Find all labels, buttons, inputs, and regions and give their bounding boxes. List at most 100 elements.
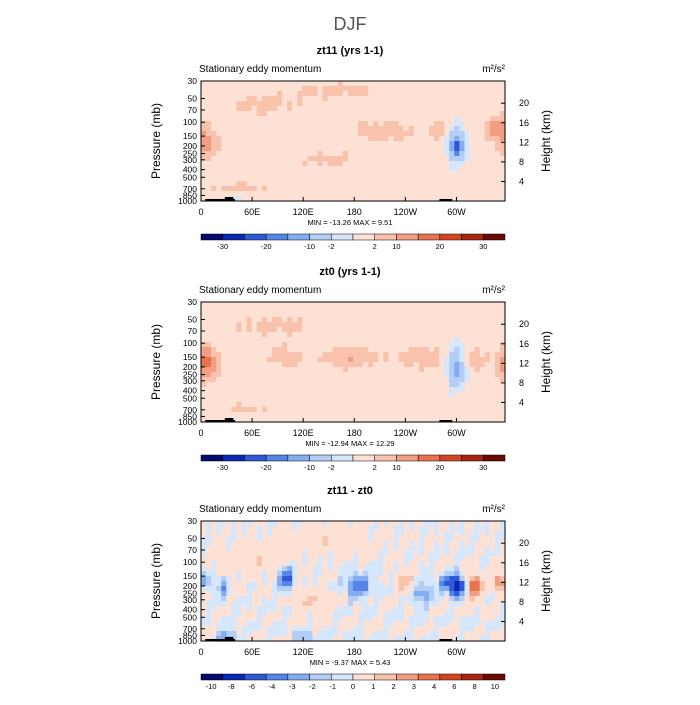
heatmap-cell — [287, 96, 293, 102]
heatmap-cell — [403, 181, 410, 187]
heatmap-cell — [322, 352, 329, 358]
heatmap-cell — [469, 126, 476, 132]
heatmap-cell — [277, 531, 283, 537]
heatmap-cell — [444, 551, 450, 557]
heatmap-cell — [439, 161, 445, 167]
heatmap-cell — [423, 372, 430, 378]
heatmap-cell — [434, 616, 440, 622]
heatmap-cell — [201, 126, 207, 132]
heatmap-cell — [206, 131, 212, 137]
heatmap-cell — [256, 586, 263, 592]
heatmap-cell — [358, 332, 364, 338]
heatmap-cell — [246, 347, 253, 353]
heatmap-cell — [201, 131, 207, 137]
heatmap-cell — [434, 362, 440, 368]
heatmap-cell — [221, 106, 227, 112]
heatmap-cell — [337, 81, 344, 87]
heatmap-cell — [408, 332, 415, 338]
heatmap-cell — [429, 151, 435, 157]
heatmap-cell — [282, 312, 288, 318]
heatmap-cell — [251, 317, 258, 323]
heatmap-cell — [246, 337, 253, 343]
heatmap-cell — [241, 621, 248, 627]
heatmap-cell — [277, 631, 283, 637]
heatmap-cell — [368, 86, 374, 92]
heatmap-cell — [221, 126, 227, 132]
heatmap-cell — [277, 337, 283, 343]
heatmap-cell — [297, 322, 303, 328]
heatmap-cell — [408, 362, 415, 368]
heatmap-cell — [499, 176, 506, 182]
heatmap-cell — [358, 536, 364, 542]
heatmap-cell — [368, 636, 374, 642]
heatmap-cell — [449, 181, 455, 187]
heatmap-cell — [398, 402, 405, 408]
heatmap-cell — [418, 302, 425, 308]
heatmap-cell — [221, 377, 227, 383]
heatmap-cell — [256, 606, 263, 612]
heatmap-cell — [317, 342, 324, 348]
heatmap-cell — [236, 581, 243, 587]
heatmap-cell — [363, 357, 369, 363]
heatmap-cell — [317, 106, 324, 112]
heatmap-cell — [403, 337, 410, 343]
heatmap-cell — [342, 576, 349, 582]
heatmap-cell — [277, 556, 283, 562]
heatmap-cell — [353, 96, 359, 102]
heatmap-cell — [469, 566, 476, 572]
heatmap-cell — [342, 116, 349, 122]
heatmap-cell — [292, 636, 298, 642]
heatmap-cell — [347, 616, 354, 622]
heatmap-cell — [226, 176, 232, 182]
heatmap-cell — [449, 412, 455, 418]
heatmap-cell — [282, 352, 288, 358]
heatmap-cell — [464, 111, 471, 117]
heatmap-cell — [282, 581, 288, 587]
heatmap-cell — [266, 131, 273, 137]
panel-subtitle: Stationary eddy momentum — [199, 64, 321, 75]
heatmap-cell — [292, 407, 298, 413]
heatmap-cell — [358, 121, 364, 127]
heatmap-cell — [459, 546, 466, 552]
heatmap-cell — [266, 412, 273, 418]
heatmap-cell — [479, 81, 486, 87]
heatmap-cell — [251, 352, 258, 358]
heatmap-cell — [347, 136, 354, 142]
heatmap-cell — [292, 131, 298, 137]
heatmap-cell — [429, 342, 435, 348]
heatmap-cell — [494, 312, 501, 318]
heatmap-cell — [403, 191, 410, 197]
heatmap-cell — [413, 596, 420, 602]
heatmap-cell — [353, 146, 359, 152]
heatmap-cell — [418, 136, 425, 142]
heatmap-cell — [429, 566, 435, 572]
heatmap-cell — [211, 357, 217, 363]
heatmap-cell — [439, 616, 445, 622]
heatmap-cell — [206, 81, 212, 87]
heatmap-cell — [211, 322, 217, 328]
heatmap-cell — [206, 392, 212, 398]
heatmap-cell — [307, 191, 314, 197]
heatmap-cell — [489, 357, 496, 363]
heatmap-cell — [489, 312, 496, 318]
heatmap-cell — [378, 191, 384, 197]
heatmap-cell — [434, 166, 440, 172]
heatmap-cell — [474, 121, 481, 127]
heatmap-cell — [201, 106, 207, 112]
heatmap-cell — [449, 611, 455, 617]
heatmap-cell — [393, 352, 400, 358]
heatmap-cell — [332, 151, 339, 157]
heatmap-cell — [403, 372, 410, 378]
heatmap-cell — [206, 412, 212, 418]
heatmap-cell — [221, 601, 227, 607]
heatmap-cell — [464, 417, 471, 423]
heatmap-cell — [271, 307, 278, 313]
heatmap-cell — [201, 181, 207, 187]
heatmap-cell — [211, 116, 217, 122]
heatmap-cell — [211, 407, 217, 413]
heatmap-cell — [464, 322, 471, 328]
heatmap-cell — [388, 621, 395, 627]
colorbar-swatch — [244, 233, 267, 241]
heatmap-cell — [408, 196, 415, 202]
heatmap-cell — [312, 566, 319, 572]
